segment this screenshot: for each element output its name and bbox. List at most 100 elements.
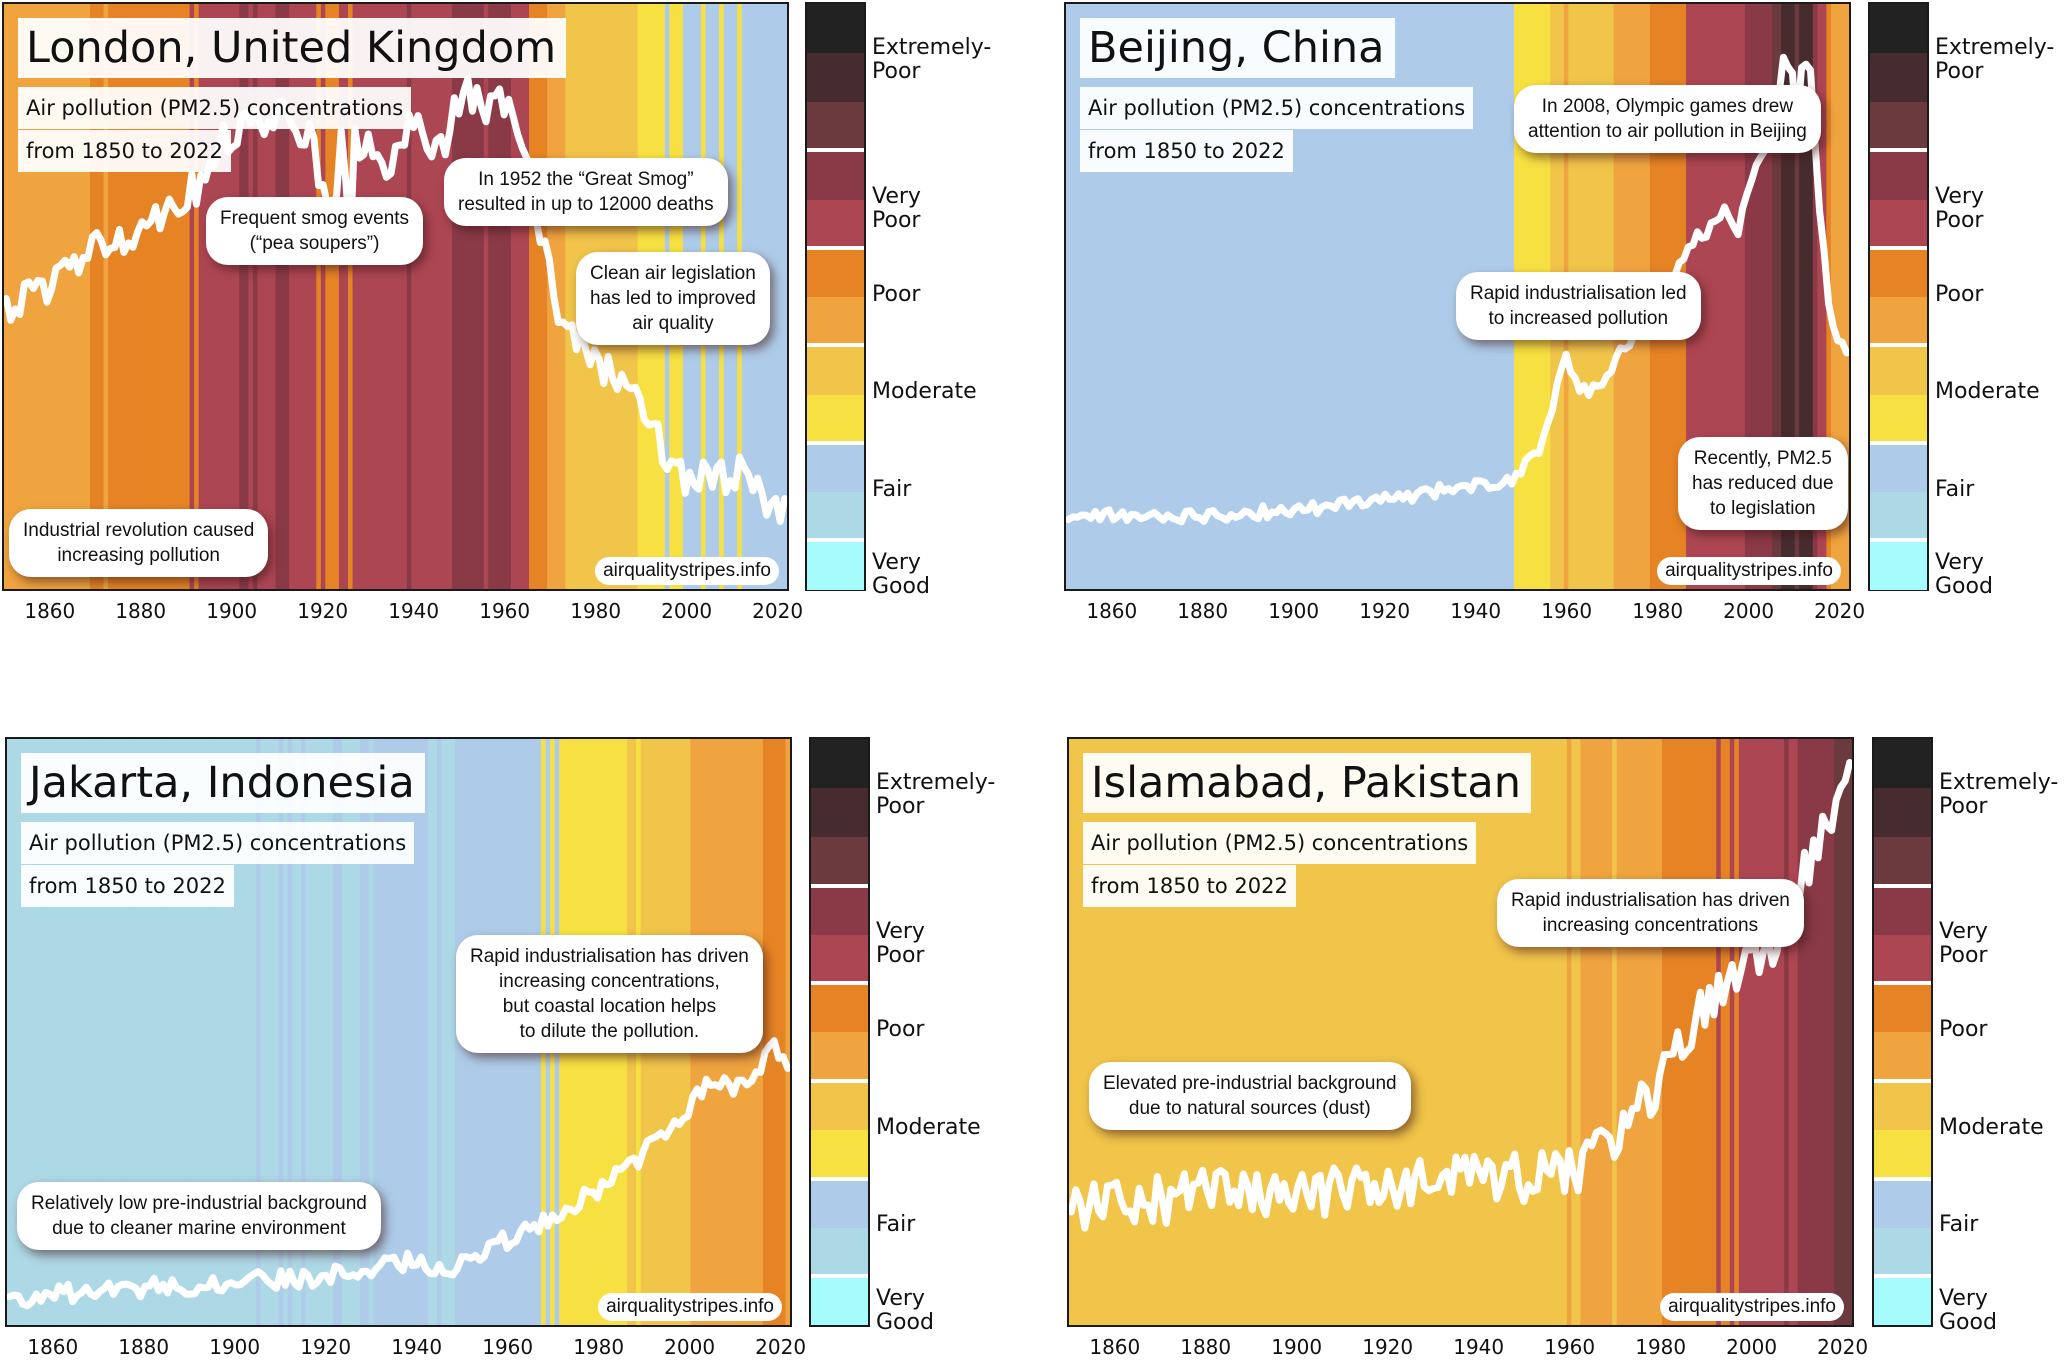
- stripe-1967: [533, 4, 539, 589]
- stripe-1977: [1643, 739, 1649, 1325]
- stripe-1900: [1292, 4, 1298, 589]
- legend-swatch-6: [807, 247, 864, 298]
- legend-swatch-11: [1874, 739, 1931, 789]
- stripe-1946: [1503, 739, 1509, 1325]
- stripe-1904: [1313, 739, 1319, 1325]
- stripe-1908: [1331, 739, 1337, 1325]
- x-tick-label: 2020: [1817, 1335, 1869, 1359]
- chart-period: from 1850 to 2022: [1083, 865, 1296, 907]
- stripe-1914: [1358, 739, 1364, 1325]
- stripe-1936: [1458, 739, 1464, 1325]
- stripe-1932: [378, 739, 384, 1325]
- x-tick-label: 2020: [752, 599, 804, 623]
- annotation-marine: Relatively low pre-industrial background…: [17, 1182, 381, 1250]
- stripe-1993: [1716, 739, 1722, 1325]
- stripe-1940: [414, 739, 420, 1325]
- credit-label[interactable]: airqualitystripes.info: [598, 1293, 782, 1321]
- x-tick-label: 1980: [570, 599, 622, 623]
- legend-label: Fair: [876, 1212, 916, 1238]
- credit-label[interactable]: airqualitystripes.info: [1660, 1293, 1844, 1321]
- stripe-1942: [420, 4, 426, 589]
- stripe-1876: [124, 739, 130, 1325]
- stripe-1871: [99, 4, 105, 589]
- legend-separator: [807, 343, 864, 348]
- stripe-1989: [1698, 739, 1704, 1325]
- annotation-industrialisation: Rapid industrialisation led to increased…: [1456, 272, 1701, 340]
- stripe-1884: [157, 4, 164, 589]
- credit-label[interactable]: airqualitystripes.info: [595, 557, 779, 585]
- stripe-1873: [111, 739, 117, 1325]
- stripe-1897: [1281, 739, 1287, 1325]
- stripe-1852: [1075, 4, 1081, 589]
- legend-separator: [1874, 1274, 1931, 1279]
- stripe-1928: [357, 4, 363, 589]
- annotation-great-smog: In 1952 the “Great Smog” resulted in up …: [444, 158, 728, 226]
- stripe-1962: [510, 4, 517, 589]
- stripe-1916: [1364, 4, 1370, 589]
- stripe-1972: [1621, 739, 1627, 1325]
- stripe-1923: [1399, 739, 1405, 1325]
- x-tick-label: 2000: [1726, 1335, 1778, 1359]
- legend-swatch-1: [1870, 491, 1927, 541]
- stripe-1907: [264, 739, 271, 1325]
- stripe-1996: [1726, 4, 1732, 589]
- stripe-1939: [409, 739, 415, 1325]
- stripe-1882: [1210, 4, 1216, 589]
- stripe-1916: [302, 4, 308, 589]
- stripe-1897: [216, 4, 222, 589]
- stripe-2004: [1766, 739, 1772, 1325]
- stripe-1952: [1530, 739, 1536, 1325]
- stripe-1959: [1562, 739, 1568, 1325]
- stripe-1897: [219, 739, 225, 1325]
- stripe-1890: [188, 739, 194, 1325]
- stripe-1885: [1224, 4, 1230, 589]
- credit-label[interactable]: airqualitystripes.info: [1657, 557, 1841, 585]
- stripe-1910: [1337, 4, 1343, 589]
- stripe-2020: [773, 4, 779, 589]
- stripe-1854: [25, 739, 31, 1325]
- stripe-1906: [1319, 4, 1325, 589]
- legend-label: Very Good: [876, 1285, 934, 1335]
- stripe-1879: [138, 739, 144, 1325]
- chart-period: from 1850 to 2022: [21, 865, 234, 907]
- stripe-2021: [1842, 739, 1849, 1325]
- stripe-1908: [269, 739, 275, 1325]
- stripe-1945: [433, 4, 440, 589]
- stripe-1876: [1183, 4, 1189, 589]
- legend-label: Very Poor: [872, 184, 921, 233]
- stripe-1880: [139, 4, 145, 589]
- legend-swatch-8: [1874, 885, 1931, 935]
- stripe-1927: [355, 739, 361, 1325]
- stripe-1909: [1336, 739, 1342, 1325]
- x-tick-label: 1920: [297, 599, 349, 623]
- stripe-1880: [1201, 4, 1207, 589]
- stripe-1917: [1372, 739, 1378, 1325]
- stripe-1903: [243, 4, 250, 589]
- stripe-1869: [89, 4, 96, 589]
- stripe-1873: [1170, 4, 1176, 589]
- stripe-2013: [1803, 4, 1809, 589]
- stripe-1933: [382, 739, 388, 1325]
- stripe-1864: [1132, 739, 1138, 1325]
- stripe-1870: [1159, 739, 1165, 1325]
- stripe-1877: [1191, 739, 1197, 1325]
- stripe-1925: [343, 4, 349, 589]
- stripe-1933: [1444, 739, 1450, 1325]
- stripe-1935: [388, 4, 394, 589]
- stripe-1919: [316, 4, 322, 589]
- stripe-1853: [1082, 739, 1088, 1325]
- legend-separator: [1870, 343, 1927, 348]
- stripe-1957: [1553, 739, 1559, 1325]
- stripe-1916: [1367, 739, 1373, 1325]
- stripe-2014: [1811, 739, 1817, 1325]
- chart-subtitle: Air pollution (PM2.5) concentrations: [21, 822, 415, 864]
- stripe-1940: [411, 4, 417, 589]
- legend-swatch-1: [1874, 1227, 1931, 1277]
- stripe-1930: [369, 739, 375, 1325]
- annotation-pea-soupers: Frequent smog events (“pea soupers”): [206, 197, 424, 265]
- stripe-1905: [255, 739, 262, 1325]
- stripe-1938: [1467, 739, 1473, 1325]
- stripe-1861: [56, 739, 62, 1325]
- stripe-1887: [1233, 4, 1239, 589]
- stripe-2019: [1830, 4, 1837, 589]
